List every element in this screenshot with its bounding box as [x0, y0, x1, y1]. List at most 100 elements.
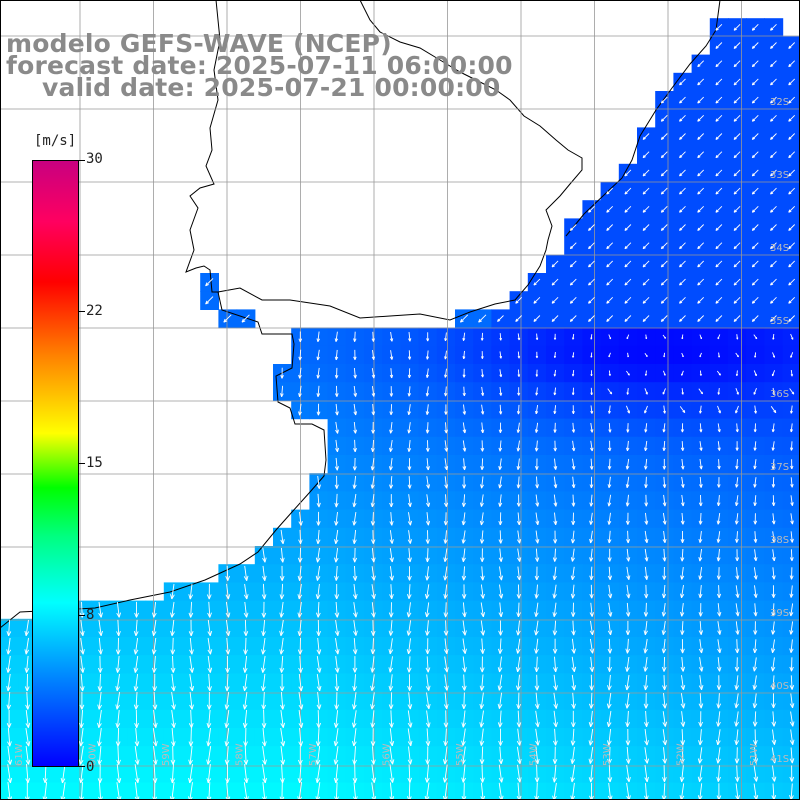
- wind-arrow: [662, 675, 667, 691]
- wind-arrow: [516, 620, 521, 636]
- wind-arrow: [626, 388, 629, 395]
- wind-arrow: [662, 693, 668, 709]
- wind-arrow: [679, 133, 686, 140]
- wind-arrow: [718, 352, 721, 358]
- wind-arrow: [589, 584, 594, 599]
- wind-arrow: [588, 728, 594, 746]
- wind-arrow: [589, 512, 594, 525]
- wind-arrow: [407, 728, 413, 747]
- wind-arrow: [370, 620, 376, 636]
- wind-arrow: [352, 764, 358, 783]
- wind-arrow: [715, 205, 723, 213]
- wind-arrow: [479, 494, 484, 507]
- wind-arrow: [570, 602, 576, 617]
- wind-arrow: [534, 422, 539, 433]
- wind-arrow: [662, 566, 667, 580]
- longitude-label: 53W: [602, 743, 613, 766]
- wind-arrow: [570, 728, 576, 746]
- wind-arrow: [333, 728, 339, 747]
- wind-arrow: [443, 494, 449, 507]
- wind-arrow: [535, 710, 540, 728]
- wind-arrow: [534, 548, 540, 562]
- wind-arrow: [751, 78, 759, 86]
- wind-arrow: [498, 404, 503, 415]
- wind-arrow: [606, 187, 614, 195]
- wind-arrow: [698, 512, 703, 525]
- wind-arrow: [425, 548, 430, 563]
- wind-arrow: [443, 728, 449, 746]
- wind-arrow: [188, 727, 194, 747]
- wind-arrow: [316, 674, 322, 692]
- wind-arrow: [352, 547, 358, 563]
- wind-arrow: [352, 457, 357, 471]
- wind-arrow: [206, 691, 212, 710]
- wind-arrow: [462, 404, 467, 415]
- colorbar-tickmark: [79, 160, 85, 161]
- wind-arrow: [425, 440, 430, 452]
- wind-arrow: [297, 619, 303, 637]
- wind-arrow: [425, 728, 431, 747]
- wind-arrow: [188, 601, 194, 618]
- wind-arrow: [407, 692, 413, 710]
- wind-arrow: [389, 404, 394, 416]
- wind-arrow: [734, 675, 740, 690]
- wind-arrow: [625, 692, 630, 709]
- wind-arrow: [788, 169, 796, 177]
- longitude-label: 59W: [161, 743, 172, 766]
- wind-arrow: [698, 567, 703, 580]
- wind-arrow: [660, 260, 668, 268]
- wind-arrow: [516, 440, 521, 452]
- wind-arrow: [789, 423, 793, 433]
- wind-arrow: [625, 638, 631, 654]
- wind-arrow: [243, 764, 249, 784]
- wind-arrow: [588, 224, 595, 231]
- wind-arrow: [535, 351, 539, 359]
- wind-arrow: [698, 693, 704, 709]
- wind-arrow: [589, 476, 594, 489]
- wind-arrow: [426, 494, 431, 507]
- coastline-plata-uruguay: [217, 0, 583, 321]
- wind-arrow: [80, 637, 85, 655]
- wind-arrow: [316, 331, 320, 343]
- wind-arrow: [770, 133, 777, 140]
- wind-arrow: [352, 746, 358, 765]
- wind-arrow: [260, 655, 266, 673]
- wind-arrow: [370, 494, 375, 508]
- wind-arrow: [588, 315, 595, 322]
- wind-arrow: [78, 764, 84, 784]
- wind-arrow: [679, 169, 686, 177]
- wind-arrow: [697, 60, 705, 68]
- wind-arrow: [607, 494, 612, 507]
- wind-arrow: [7, 727, 12, 747]
- wind-arrow: [607, 656, 613, 672]
- wind-arrow: [606, 278, 614, 286]
- latitude-label: 41S: [770, 754, 789, 765]
- wind-arrow: [279, 655, 285, 673]
- wind-arrow: [697, 296, 705, 304]
- wind-arrow: [97, 728, 102, 747]
- wind-arrow: [515, 656, 521, 673]
- wind-arrow: [552, 566, 557, 581]
- wind-arrow: [735, 531, 739, 543]
- wind-arrow: [607, 530, 612, 544]
- wind-arrow: [590, 440, 594, 452]
- latitude-label: 40S: [770, 681, 789, 692]
- wind-arrow: [497, 710, 503, 728]
- wind-arrow: [698, 494, 703, 507]
- wind-arrow: [498, 494, 503, 507]
- wind-arrow: [607, 566, 613, 581]
- wind-arrow: [663, 405, 666, 414]
- wind-arrow: [569, 296, 577, 304]
- wind-arrow: [478, 314, 487, 323]
- wind-arrow: [680, 531, 685, 543]
- wind-arrow: [625, 674, 630, 691]
- wind-arrow: [443, 710, 449, 728]
- wind-arrow: [662, 530, 667, 544]
- wind-arrow: [680, 639, 685, 654]
- wind-arrow: [316, 710, 322, 728]
- wind-arrow: [661, 584, 667, 599]
- wind-arrow: [444, 332, 448, 342]
- wind-arrow: [207, 619, 213, 637]
- wind-arrow: [370, 674, 375, 691]
